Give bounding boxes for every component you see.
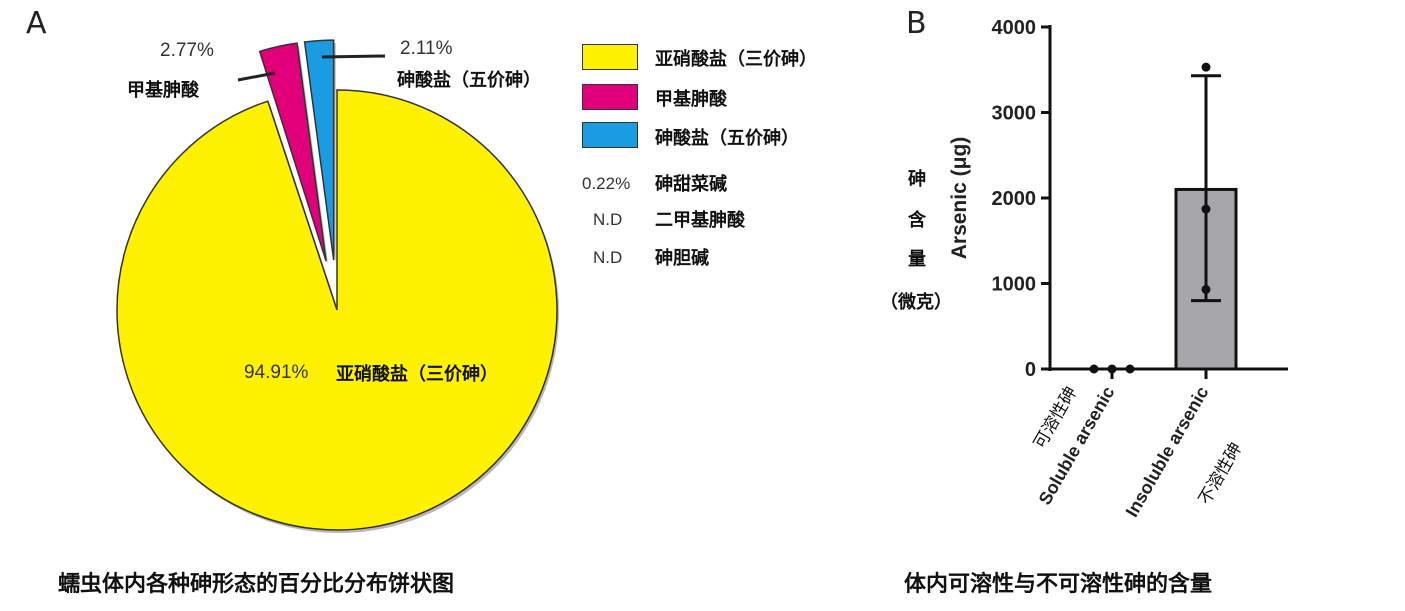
y-tick-label: 4000 [992, 17, 1037, 39]
panel-label-a: A [26, 6, 47, 41]
pie-label-pct-2: 2.11% [400, 38, 453, 59]
panel-label-b: B [906, 6, 927, 41]
pie-label-name-0: 亚硝酸盐（三价砷） [336, 364, 498, 385]
ylabel-cn-2: 量 [908, 249, 926, 270]
legend-label-1: 甲基胂酸 [655, 89, 727, 110]
other-value-1: N.D [593, 210, 623, 229]
legend-swatch-2 [582, 122, 638, 148]
ylabel-cn-3: （微克） [880, 292, 952, 313]
other-value-0: 0.22% [582, 174, 631, 193]
y-axis-label: Arsenic (μg) [948, 137, 971, 260]
y-tick-label: 2000 [992, 188, 1037, 210]
leader-line [237, 71, 276, 82]
pie-slice [258, 42, 327, 262]
ylabel-cn-0: 砷 [908, 169, 926, 190]
y-tick-label: 3000 [992, 103, 1037, 125]
y-tick-label: 1000 [992, 274, 1037, 296]
x-tick-label-cn: 不溶性砷 [1195, 440, 1245, 508]
pie-label-pct-0: 94.91% [244, 362, 309, 383]
pie-slice [116, 89, 558, 531]
data-point [1201, 204, 1211, 214]
data-point [1125, 364, 1135, 374]
pie-chart [116, 39, 559, 533]
legend-label-2: 砷酸盐（五价砷） [655, 128, 799, 149]
data-point [1201, 62, 1211, 72]
other-value-2: N.D [593, 248, 623, 267]
ylabel-cn-1: 含 [908, 210, 926, 231]
pie-slice [303, 39, 335, 261]
other-name-0: 砷甜菜碱 [655, 174, 727, 195]
y-tick-label: 0 [1025, 359, 1036, 381]
legend-swatch-1 [582, 84, 638, 110]
data-point [1201, 284, 1211, 294]
other-name-1: 二甲基胂酸 [655, 210, 745, 231]
caption-b: 体内可溶性与不可溶性砷的含量 [904, 572, 1213, 597]
pie-label-name-1: 甲基胂酸 [127, 80, 199, 101]
pie-label-name-2: 砷酸盐（五价砷） [397, 70, 541, 91]
pie-label-pct-1: 2.77% [160, 40, 214, 61]
data-point [1089, 364, 1099, 374]
caption-a: 蠕虫体内各种砷形态的百分比分布饼状图 [58, 572, 455, 597]
legend-swatch-0 [582, 44, 638, 70]
data-point [1107, 364, 1117, 374]
legend-label-0: 亚硝酸盐（三价砷） [655, 49, 817, 70]
other-name-2: 砷胆碱 [655, 248, 709, 269]
leader-line [321, 54, 386, 59]
